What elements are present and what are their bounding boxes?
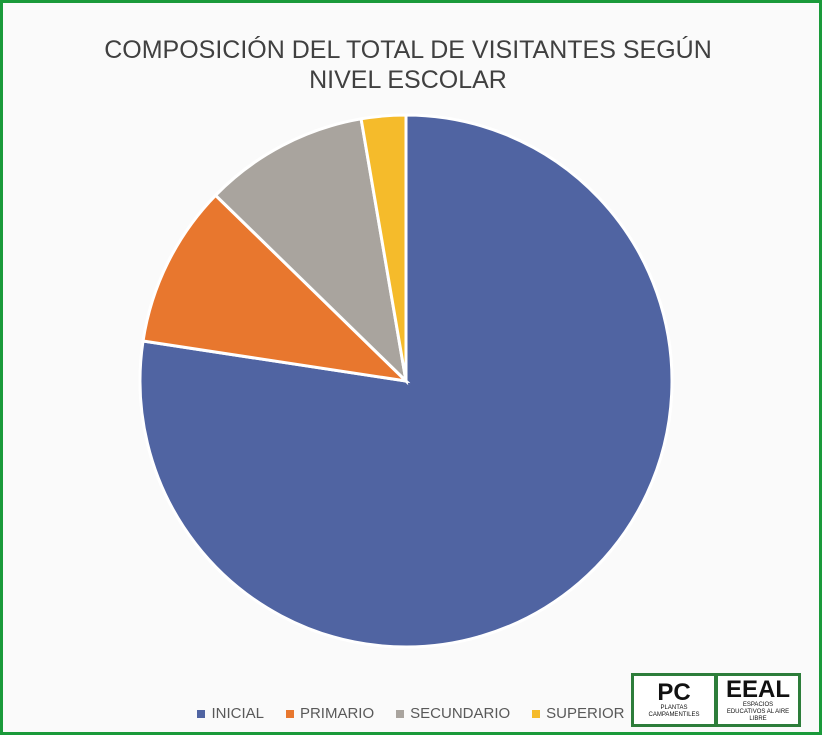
legend-swatch xyxy=(532,709,541,718)
logos: PC PLANTAS CAMPAMENTILES EEAL ESPACIOS EDU… xyxy=(631,673,801,727)
legend-swatch xyxy=(285,709,294,718)
legend-swatch xyxy=(197,709,206,718)
logo-mark: EEAL xyxy=(725,675,790,703)
legend-label: INICIAL xyxy=(211,705,264,722)
pie-slice xyxy=(359,113,408,382)
pie-slice xyxy=(213,117,409,386)
logo-caption: ESPACIOS EDUCATIVOS AL AIRE LIBRE xyxy=(726,701,790,722)
legend-label: PRIMARIO xyxy=(299,705,375,722)
legend-label: SUPERIOR xyxy=(546,705,625,722)
chart xyxy=(138,113,674,649)
logo: PC PLANTAS CAMPAMENTILES xyxy=(634,676,714,724)
legend-swatch xyxy=(396,709,405,718)
legend-item: PRIMARIO xyxy=(285,705,375,722)
pie-slice xyxy=(141,193,411,384)
logo-caption: PLANTAS CAMPAMENTILES xyxy=(648,705,700,718)
logo: EEAL ESPACIOS EDUCATIVOS AL AIRE LIBRE xyxy=(718,676,798,724)
legend: INICIAL PRIMARIO SECUNDARIO SUPERIOR xyxy=(3,705,819,722)
legend-item: SUPERIOR xyxy=(532,705,625,722)
legend-label: SECUNDARIO xyxy=(410,705,511,722)
legend-item: INICIAL xyxy=(197,705,264,722)
logo-mark: PC xyxy=(657,679,691,706)
legend-item: SECUNDARIO xyxy=(396,705,510,722)
chart-title: COMPOSICIÓN DEL TOTAL DE VISITANTES SEGÚ… xyxy=(104,36,712,94)
